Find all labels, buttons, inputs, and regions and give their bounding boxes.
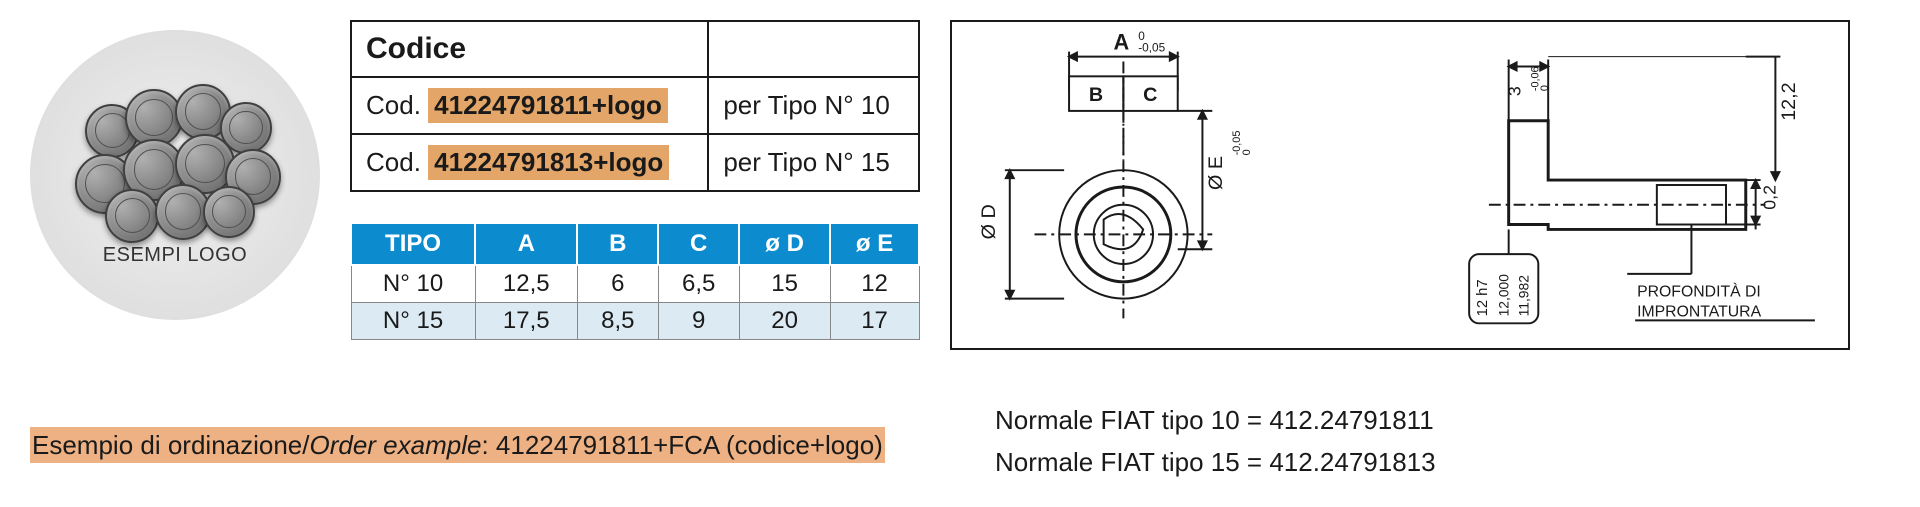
dim-e-label: Ø E: [1205, 156, 1227, 190]
order-label-it: Esempio di ordinazione/: [32, 430, 310, 460]
code-prefix: Cod.: [366, 147, 421, 177]
dim-3-tol: -0,06: [1529, 66, 1541, 91]
dim-12-2-label: 12,2: [1778, 82, 1800, 120]
note-line2: IMPRONTATURA: [1637, 303, 1761, 320]
codice-header: Codice: [351, 21, 708, 77]
order-label-en: Order example: [310, 430, 482, 460]
tipo-cell: 6,5: [658, 265, 739, 303]
order-value: : 41224791811+FCA (codice+logo): [481, 430, 882, 460]
tipo-cell: 12: [830, 265, 919, 303]
dim-c-label: C: [1143, 84, 1157, 106]
tipo-cell: 8,5: [577, 303, 658, 340]
tipo-header-row: TIPO A B C ø D ø E: [351, 223, 919, 265]
code-value: 41224791811+logo: [428, 88, 668, 123]
code-prefix: Cod.: [366, 90, 421, 120]
tipo-col: ø E: [830, 223, 919, 265]
technical-drawing: A 0 -0,05 B C Ø D Ø E 0 -0,05 3 0 -0,06 …: [950, 20, 1850, 350]
tipo-col: C: [658, 223, 739, 265]
tipo-row: N° 10 12,5 6 6,5 15 12: [351, 265, 919, 303]
tipo-table: TIPO A B C ø D ø E N° 10 12,5 6 6,5 15 1…: [350, 222, 920, 340]
dim-a-label: A: [1114, 30, 1130, 55]
dim-3-label: 3: [1505, 86, 1525, 96]
tipo-cell: 12,5: [475, 265, 577, 303]
fit-12h7: 12 h7: [1475, 279, 1491, 316]
dim-d-label: Ø D: [978, 204, 1000, 239]
tipo-row: N° 15 17,5 8,5 9 20 17: [351, 303, 919, 340]
dim-e-tol: -0,05: [1231, 131, 1243, 156]
normale-line: Normale FIAT tipo 15 = 412.24791813: [995, 442, 1436, 484]
tipo-col: ø D: [739, 223, 830, 265]
codice-table: Codice Cod. 41224791811+logo per Tipo N°…: [350, 20, 920, 192]
tipo-col: TIPO: [351, 223, 475, 265]
tipo-cell: 6: [577, 265, 658, 303]
normale-fiat-notes: Normale FIAT tipo 10 = 412.24791811 Norm…: [995, 400, 1436, 483]
drawing-svg: A 0 -0,05 B C Ø D Ø E 0 -0,05 3 0 -0,06 …: [952, 22, 1848, 348]
dim-0-2-label: 0,2: [1759, 185, 1779, 210]
tipo-cell: 15: [739, 265, 830, 303]
tipo-cell: 9: [658, 303, 739, 340]
tipo-cell: N° 15: [351, 303, 475, 340]
tipo-cell: N° 10: [351, 265, 475, 303]
tipo-cell: 20: [739, 303, 830, 340]
codice-row: Cod. 41224791811+logo per Tipo N° 10: [351, 77, 919, 134]
fit-12000: 12,000: [1496, 274, 1512, 317]
dim-b-label: B: [1089, 84, 1103, 106]
logo-stamps-cluster: [75, 84, 275, 234]
code-value: 41224791813+logo: [428, 145, 669, 180]
dim-a-tol: -0,05: [1138, 41, 1165, 55]
tipo-col: B: [577, 223, 658, 265]
tipo-cell: 17: [830, 303, 919, 340]
logo-examples-circle: ESEMPI LOGO: [30, 30, 320, 320]
normale-line: Normale FIAT tipo 10 = 412.24791811: [995, 400, 1436, 442]
code-note: per Tipo N° 10: [708, 77, 919, 134]
order-example: Esempio di ordinazione/Order example: 41…: [30, 430, 885, 461]
center-column: Codice Cod. 41224791811+logo per Tipo N°…: [350, 20, 920, 340]
logo-caption: ESEMPI LOGO: [103, 244, 247, 267]
note-line1: PROFONDITÀ DI: [1637, 282, 1761, 301]
code-note: per Tipo N° 15: [708, 134, 919, 191]
codice-row: Cod. 41224791813+logo per Tipo N° 15: [351, 134, 919, 191]
tipo-col: A: [475, 223, 577, 265]
tipo-cell: 17,5: [475, 303, 577, 340]
codice-header-blank: [708, 21, 919, 77]
fit-11982: 11,982: [1515, 275, 1531, 316]
